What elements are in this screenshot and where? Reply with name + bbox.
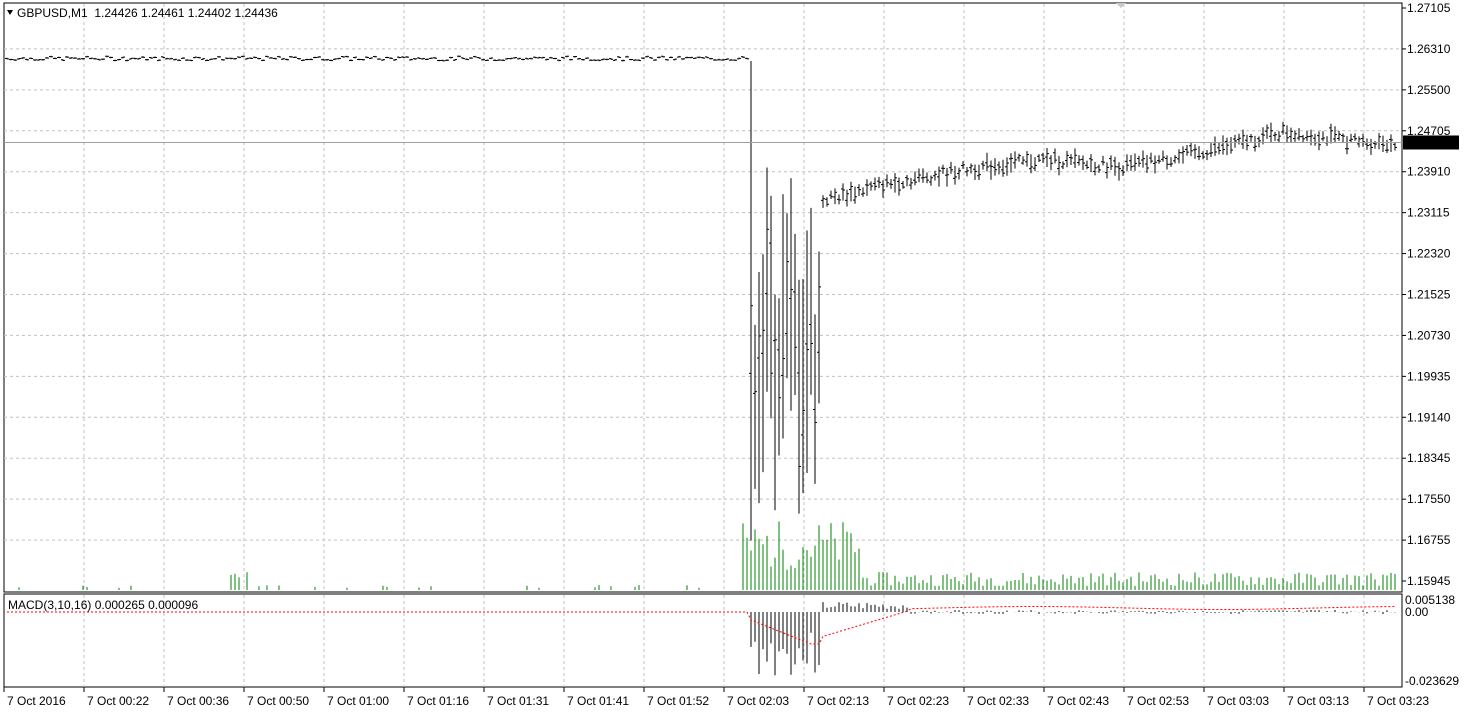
time-tick-label: 7 Oct 2016 [7,694,66,708]
price-tick-label: 1.17550 [1407,492,1451,506]
time-tick-label: 7 Oct 03:13 [1287,694,1349,708]
grid [4,4,1402,687]
price-tick-label: 1.15945 [1407,574,1451,588]
time-tick-label: 7 Oct 02:43 [1047,694,1109,708]
macd-tick-label: 0.00 [1405,605,1429,619]
price-tick-label: 1.22320 [1407,247,1451,261]
price-tick-label: 1.20730 [1407,328,1451,342]
time-tick-label: 7 Oct 01:52 [647,694,709,708]
time-tick-label: 7 Oct 02:03 [727,694,789,708]
time-tick-label: 7 Oct 00:22 [87,694,149,708]
time-tick-label: 7 Oct 00:36 [167,694,229,708]
time-tick-label: 7 Oct 02:13 [807,694,869,708]
price-tick-label: 1.27105 [1407,1,1451,15]
macd-tick-label: -0.023629 [1405,674,1459,688]
price-tick-label: 1.24705 [1407,124,1451,138]
time-tick-label: 7 Oct 03:23 [1367,694,1429,708]
triangle-down-icon[interactable] [7,10,13,15]
macd-tick-label: 0.005138 [1405,593,1455,607]
price-tick-label: 1.19140 [1407,410,1451,424]
shift-marker-icon[interactable] [1116,3,1126,8]
price-tick-label: 1.26310 [1407,42,1451,56]
macd-pane-border [3,593,1403,688]
time-tick-label: 7 Oct 01:31 [487,694,549,708]
time-tick-label: 7 Oct 02:23 [887,694,949,708]
macd-histogram [750,602,1396,676]
volume-histogram [18,521,1396,590]
price-bars [5,55,1397,541]
price-axis: 1.27105 1.26310 1.25500 1.24705 1.23910 1.231… [1402,1,1451,588]
time-tick-label: 7 Oct 03:03 [1207,694,1269,708]
price-tick-label: 1.19935 [1407,369,1451,383]
macd-signal-line [7,606,1396,645]
price-tick-label: 1.23910 [1407,165,1451,179]
price-pane-border [3,2,1403,593]
time-tick-label: 7 Oct 01:41 [567,694,629,708]
current-price-value: 1.24436 [1406,135,1450,149]
price-tick-label: 1.18345 [1407,451,1451,465]
price-tick-label: 1.16755 [1407,533,1451,547]
current-price-tag: 1.24436 [1403,135,1459,150]
time-tick-label: 7 Oct 02:33 [967,694,1029,708]
macd-label: MACD(3,10,16) 0.000265 0.000096 [8,598,198,612]
price-tick-label: 1.21525 [1407,288,1451,302]
time-tick-label: 7 Oct 00:50 [247,694,309,708]
time-tick-label: 7 Oct 02:53 [1127,694,1189,708]
time-tick-label: 7 Oct 01:16 [407,694,469,708]
price-tick-label: 1.23115 [1407,206,1450,220]
time-tick-label: 7 Oct 01:00 [327,694,389,708]
price-tick-label: 1.25500 [1407,83,1451,97]
symbol-info: GBPUSD,M1 1.24426 1.24461 1.24402 1.2443… [17,6,278,20]
time-axis: 7 Oct 2016 7 Oct 00:22 7 Oct 00:36 7 Oct 00… [3,687,1429,708]
